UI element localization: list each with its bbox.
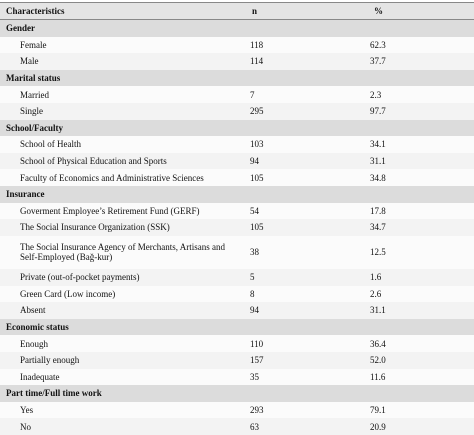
n-cell: 63 (250, 421, 259, 432)
pct-cell: 20.9 (370, 421, 386, 432)
data-row: Private (out-of-pocket payments) 5 1.6 (0, 269, 474, 286)
n-cell: 35 (250, 371, 259, 382)
n-cell: 8 (250, 288, 255, 299)
section-row: Gender (0, 20, 474, 37)
section-row: Economic status (0, 318, 474, 336)
pct-cell: 12.5 (370, 247, 386, 258)
pct-cell: 2.6 (370, 288, 382, 299)
pct-cell: 36.4 (370, 338, 386, 349)
label-cell: The Social Insurance Agency of Merchants… (20, 242, 225, 263)
pct-cell: 2.3 (370, 89, 382, 100)
pct-cell: 31.1 (370, 156, 386, 167)
n-cell: 5 (250, 272, 255, 283)
data-row: The Social Insurance Agency of Merchants… (0, 235, 474, 269)
label-cell: Inadequate (20, 371, 60, 382)
n-cell: 110 (250, 338, 264, 349)
n-cell: 157 (250, 355, 264, 366)
n-cell: 105 (250, 172, 264, 183)
label-cell: Married (20, 89, 49, 100)
label-cell: Yes (20, 405, 34, 416)
pct-cell: 1.6 (370, 272, 382, 283)
data-row: No 63 20.9 (0, 418, 474, 435)
section-title: Economic status (6, 322, 69, 333)
n-cell: 114 (250, 56, 264, 67)
label-cell: No (20, 421, 31, 432)
n-cell: 94 (250, 305, 259, 316)
section-row: Marital status (0, 69, 474, 87)
label-cell: School of Physical Education and Sports (20, 156, 167, 167)
section-title: Marital status (6, 73, 61, 84)
n-cell: 54 (250, 205, 259, 216)
data-row: Male 114 37.7 (0, 53, 474, 70)
section-title: School/Faculty (6, 122, 64, 133)
label-cell: Faculty of Economics and Administrative … (20, 172, 204, 183)
data-row: School of Health 103 34.1 (0, 136, 474, 153)
data-row: Partially enough 157 52.0 (0, 352, 474, 369)
section-title: Insurance (6, 189, 45, 200)
data-row: Green Card (Low income) 8 2.6 (0, 285, 474, 303)
label-cell: Green Card (Low income) (20, 288, 116, 299)
label-cell: The Social Insurance Organization (SSK) (20, 222, 170, 233)
n-cell: 295 (250, 106, 264, 117)
header-row: Characteristics n% (0, 2, 474, 20)
label-cell: Goverment Employee’s Retirement Fund (GE… (20, 205, 200, 216)
pct-cell: 11.6 (370, 371, 386, 382)
pct-cell: 62.3 (370, 39, 386, 50)
data-row: The Social Insurance Organization (SSK) 1… (0, 219, 474, 236)
n-cell: 103 (250, 139, 264, 150)
section-row: Part time/Full time work (0, 385, 474, 402)
data-row: School of Physical Education and Sports 9… (0, 152, 474, 170)
pct-cell: 34.1 (370, 139, 386, 150)
data-row: Yes 293 79.1 (0, 401, 474, 419)
label-cell: Enough (20, 338, 48, 349)
n-cell: 7 (250, 89, 255, 100)
pct-cell: 37.7 (370, 56, 386, 67)
label-cell: Private (out-of-pocket payments) (20, 272, 140, 283)
section-title: Gender (6, 23, 35, 34)
data-row: Inadequate 35 11.6 (0, 368, 474, 386)
pct-cell: 79.1 (370, 405, 386, 416)
label-cell: Female (20, 39, 47, 50)
header-cell: Characteristics (6, 6, 65, 16)
label-cell: Partially enough (20, 355, 80, 366)
label-cell: School of Health (20, 139, 81, 150)
label-cell: Absent (20, 305, 46, 316)
label-cell: Single (20, 106, 44, 117)
data-row: Married 7 2.3 (0, 86, 474, 103)
n-cell: 105 (250, 222, 264, 233)
section-row: Insurance (0, 186, 474, 203)
header-cell: n (252, 6, 258, 16)
data-row: Faculty of Economics and Administrative … (0, 169, 474, 186)
section-row: School/Faculty (0, 119, 474, 137)
pct-cell: 31.1 (370, 305, 386, 316)
data-row: Female 118 62.3 (0, 36, 474, 54)
n-cell: 38 (250, 247, 259, 258)
section-title: Part time/Full time work (6, 388, 102, 399)
pct-cell: 34.7 (370, 222, 386, 233)
pct-cell: 34.8 (370, 172, 386, 183)
data-row: Enough 110 36.4 (0, 335, 474, 352)
pct-cell: 52.0 (370, 355, 386, 366)
header-cell: % (374, 6, 383, 16)
label-cell: Male (20, 56, 39, 67)
data-row: Absent 94 31.1 (0, 302, 474, 319)
pct-cell: 97.7 (370, 106, 386, 117)
pct-cell: 17.8 (370, 205, 386, 216)
data-row: Goverment Employee’s Retirement Fund (GE… (0, 202, 474, 220)
n-cell: 293 (250, 405, 264, 416)
n-cell: 94 (250, 156, 259, 167)
data-row: Single 295 97.7 (0, 103, 474, 120)
n-cell: 118 (250, 39, 264, 50)
